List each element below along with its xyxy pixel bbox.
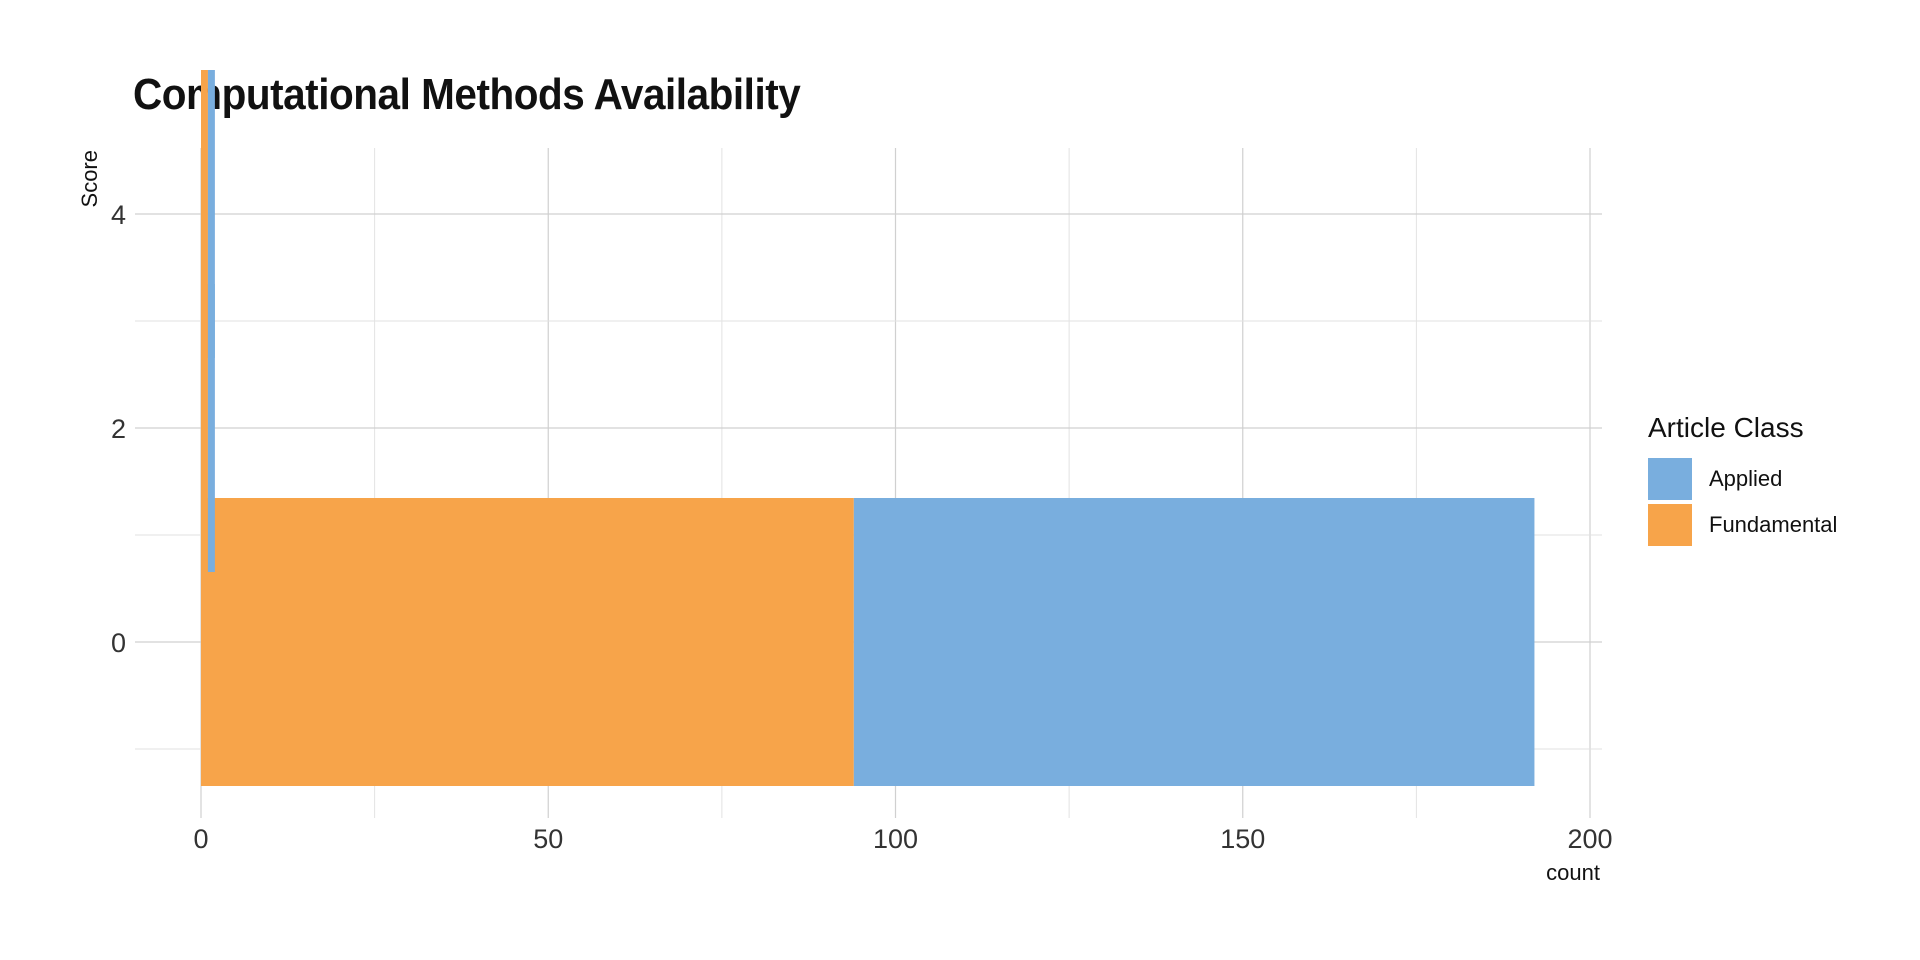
legend-swatch-applied <box>1648 458 1692 500</box>
x-tick-label: 0 <box>193 824 208 854</box>
y-tick-label: 0 <box>111 628 126 658</box>
legend-label-applied: Applied <box>1709 466 1783 491</box>
x-tick-label: 200 <box>1567 824 1612 854</box>
x-axis-title: count <box>1546 860 1600 885</box>
x-tick-label: 150 <box>1220 824 1265 854</box>
y-tick-label: 4 <box>111 200 126 230</box>
y-tick-label: 2 <box>111 414 126 444</box>
legend-title: Article Class <box>1648 412 1804 443</box>
legend-label-fundamental: Fundamental <box>1709 512 1838 537</box>
bar-fundamental-score-4 <box>201 70 208 358</box>
legend-item-fundamental: Fundamental <box>1648 502 1837 548</box>
legend: Article Class Applied Fundamental <box>1648 412 1837 548</box>
bar-fundamental-score-0 <box>201 498 854 786</box>
x-tick-label: 50 <box>533 824 563 854</box>
x-axis-ticks: 0 50 100 150 200 <box>193 824 1612 854</box>
bar-applied-score-0 <box>853 498 1535 786</box>
chart-title: Computational Methods Availability <box>133 70 801 119</box>
y-axis-title: Score <box>77 150 102 207</box>
bar-applied-score-4 <box>207 70 215 358</box>
x-tick-label: 100 <box>873 824 918 854</box>
bar-applied-score-2 <box>207 284 215 572</box>
bars <box>201 70 1535 786</box>
legend-item-applied: Applied <box>1648 456 1837 502</box>
y-axis-ticks: 0 2 4 <box>111 200 126 658</box>
legend-swatch-fundamental <box>1648 504 1692 546</box>
bar-fundamental-score-2 <box>201 284 208 572</box>
